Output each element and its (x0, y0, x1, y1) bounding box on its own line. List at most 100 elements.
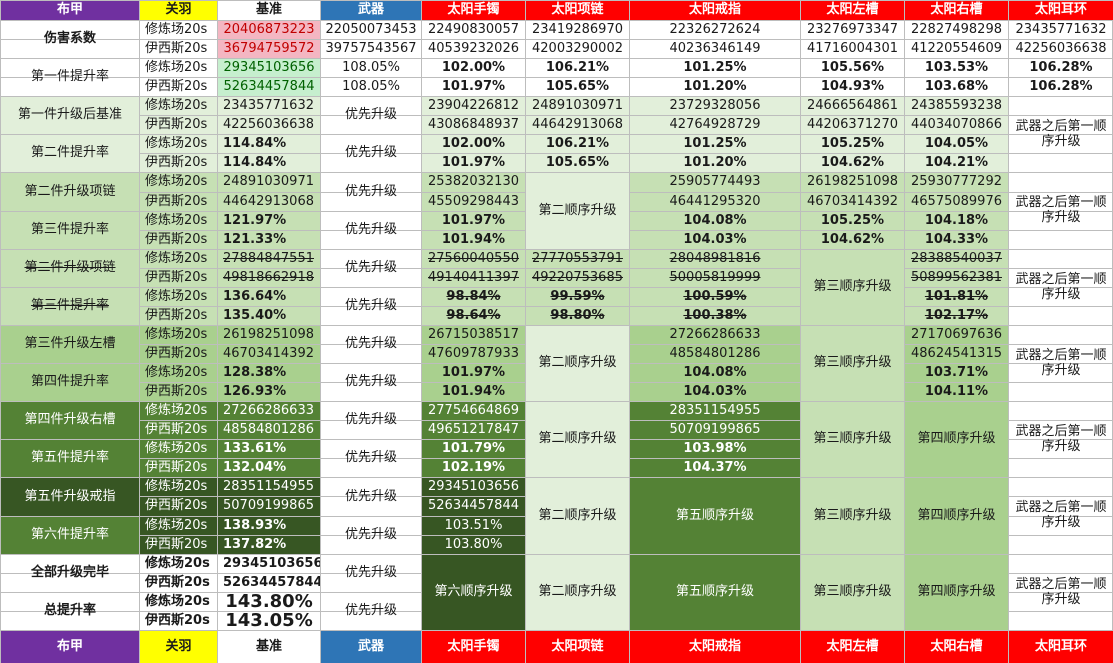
row-label[interactable]: 第一件升级后基准 (1, 97, 139, 134)
rate-cell[interactable]: 106.21% (545, 59, 610, 75)
baseline-value[interactable]: 121.97% (218, 212, 320, 230)
rate-cell[interactable]: 102.17% (905, 307, 1008, 325)
source-label[interactable]: 修炼场20s (140, 478, 217, 496)
value-cell[interactable]: 41716004301 (807, 40, 898, 56)
source-label[interactable]: 修炼场20s (140, 402, 217, 420)
priority-cell[interactable]: 优先升级 (344, 450, 397, 466)
source-label[interactable]: 修炼场20s (145, 59, 208, 75)
rate-cell[interactable]: 101.97% (422, 154, 525, 172)
row-label[interactable]: 第四件提升率 (1, 364, 139, 401)
priority-cell[interactable]: 优先升级 (344, 488, 397, 504)
source-label[interactable]: 修炼场20s (145, 555, 210, 571)
row-label[interactable]: 第六件提升率 (1, 517, 139, 554)
order-cell[interactable]: 武器之后第一顺序升级 (1015, 271, 1107, 302)
footer-cell[interactable]: 关羽 (140, 631, 217, 663)
baseline-value[interactable]: 126.93% (218, 383, 320, 401)
row-label[interactable]: 第四件升级右槽 (1, 402, 139, 439)
priority-cell[interactable]: 优先升级 (344, 107, 397, 123)
value-cell[interactable]: 27560040550 (422, 250, 525, 268)
header-cell[interactable]: 武器 (321, 1, 421, 20)
source-label[interactable]: 修炼场20s (140, 212, 217, 230)
value-cell[interactable]: 29345103656 (422, 478, 525, 496)
baseline-value[interactable]: 48584801286 (218, 421, 320, 439)
priority-cell[interactable]: 优先升级 (344, 145, 397, 161)
order-cell[interactable]: 第四顺序升级 (905, 478, 1008, 554)
value-cell[interactable]: 50709199865 (630, 421, 800, 439)
order-cell[interactable]: 第二顺序升级 (526, 478, 629, 554)
source-label[interactable]: 伊西斯20s (140, 536, 217, 554)
value-cell[interactable]: 27266286633 (630, 326, 800, 344)
rate-cell[interactable]: 98.64% (422, 307, 525, 325)
baseline-value[interactable]: 27266286633 (218, 402, 320, 420)
baseline-value[interactable]: 29345103656 (223, 555, 320, 571)
source-label[interactable]: 伊西斯20s (140, 307, 217, 325)
rate-cell[interactable]: 103.80% (422, 536, 525, 554)
row-label[interactable]: 第一件提升率 (30, 69, 109, 85)
rate-cell[interactable]: 100.38% (630, 307, 800, 325)
footer-cell[interactable]: 布甲 (1, 631, 139, 663)
order-cell[interactable]: 第三顺序升级 (801, 326, 904, 401)
baseline-value[interactable]: 49818662918 (218, 269, 320, 287)
header-cell[interactable]: 布甲 (1, 1, 139, 20)
source-label[interactable]: 伊西斯20s (140, 154, 217, 172)
baseline-value[interactable]: 138.93% (218, 517, 320, 535)
header-cell[interactable]: 太阳耳环 (1009, 1, 1113, 20)
source-label[interactable]: 修炼场20s (140, 440, 217, 458)
source-label[interactable]: 伊西斯20s (145, 40, 208, 56)
order-cell[interactable]: 第三顺序升级 (801, 555, 904, 630)
value-cell[interactable]: 24666564861 (801, 97, 904, 115)
rate-cell[interactable]: 101.97% (422, 364, 525, 382)
rate-cell[interactable]: 101.25% (683, 59, 747, 75)
value-cell[interactable]: 47609787933 (422, 345, 525, 363)
rate-cell[interactable]: 103.68% (924, 78, 989, 94)
source-label[interactable]: 伊西斯20s (140, 421, 217, 439)
value-cell[interactable]: 25930777292 (905, 173, 1008, 192)
row-label[interactable]: 第三件升级左槽 (1, 326, 139, 363)
rate-cell[interactable]: 104.33% (905, 231, 1008, 249)
source-label[interactable]: 修炼场20s (140, 326, 217, 344)
value-cell[interactable]: 44034070866 (905, 116, 1008, 134)
source-label[interactable]: 伊西斯20s (145, 78, 208, 94)
baseline-value[interactable]: 114.84% (218, 135, 320, 153)
rate-cell[interactable]: 104.11% (905, 383, 1008, 401)
rate-cell[interactable]: 101.20% (683, 78, 747, 94)
priority-cell[interactable]: 优先升级 (344, 565, 397, 581)
baseline-value[interactable]: 26198251098 (218, 326, 320, 344)
source-label[interactable]: 修炼场20s (145, 593, 210, 609)
rate-cell[interactable]: 105.65% (545, 78, 610, 94)
value-cell[interactable]: 48584801286 (630, 345, 800, 363)
source-label[interactable]: 修炼场20s (145, 21, 208, 37)
rate-cell[interactable]: 106.28% (1029, 59, 1093, 75)
rate-cell[interactable]: 104.03% (630, 231, 800, 249)
baseline-value[interactable]: 137.82% (218, 536, 320, 554)
rate-cell[interactable]: 105.65% (526, 154, 629, 172)
baseline-value[interactable]: 136.64% (218, 288, 320, 306)
value-cell[interactable]: 40236346149 (669, 40, 761, 56)
baseline-value[interactable]: 27884847551 (218, 250, 320, 268)
value-cell[interactable]: 28388540037 (905, 250, 1008, 268)
source-label[interactable]: 修炼场20s (140, 288, 217, 306)
value-cell[interactable]: 28048981816 (630, 250, 800, 268)
priority-cell[interactable]: 优先升级 (344, 336, 397, 352)
value-cell[interactable]: 27770553791 (526, 250, 629, 268)
footer-cell[interactable]: 太阳项链 (526, 631, 629, 663)
source-label[interactable]: 伊西斯20s (140, 383, 217, 401)
baseline-value[interactable]: 23435771632 (218, 97, 320, 115)
value-cell[interactable]: 27170697636 (905, 326, 1008, 344)
header-cell[interactable]: 关羽 (140, 1, 217, 20)
value-cell[interactable]: 22050073453 (325, 21, 417, 37)
value-cell[interactable]: 22326272624 (669, 21, 761, 37)
order-cell[interactable]: 第六顺序升级 (422, 555, 525, 630)
rate-cell[interactable]: 104.93% (820, 78, 885, 94)
rate-cell[interactable]: 102.00% (441, 59, 506, 75)
baseline-value[interactable]: 114.84% (218, 154, 320, 172)
source-label[interactable]: 修炼场20s (140, 364, 217, 382)
value-cell[interactable]: 23904226812 (422, 97, 525, 115)
value-cell[interactable]: 40539232026 (428, 40, 519, 56)
rate-cell[interactable]: 104.21% (905, 154, 1008, 172)
value-cell[interactable]: 46703414392 (801, 193, 904, 211)
rate-cell[interactable]: 105.25% (801, 212, 904, 230)
order-cell[interactable]: 第二顺序升级 (526, 173, 629, 249)
rate-cell[interactable]: 105.56% (820, 59, 885, 75)
rate-cell[interactable]: 100.59% (630, 288, 800, 306)
